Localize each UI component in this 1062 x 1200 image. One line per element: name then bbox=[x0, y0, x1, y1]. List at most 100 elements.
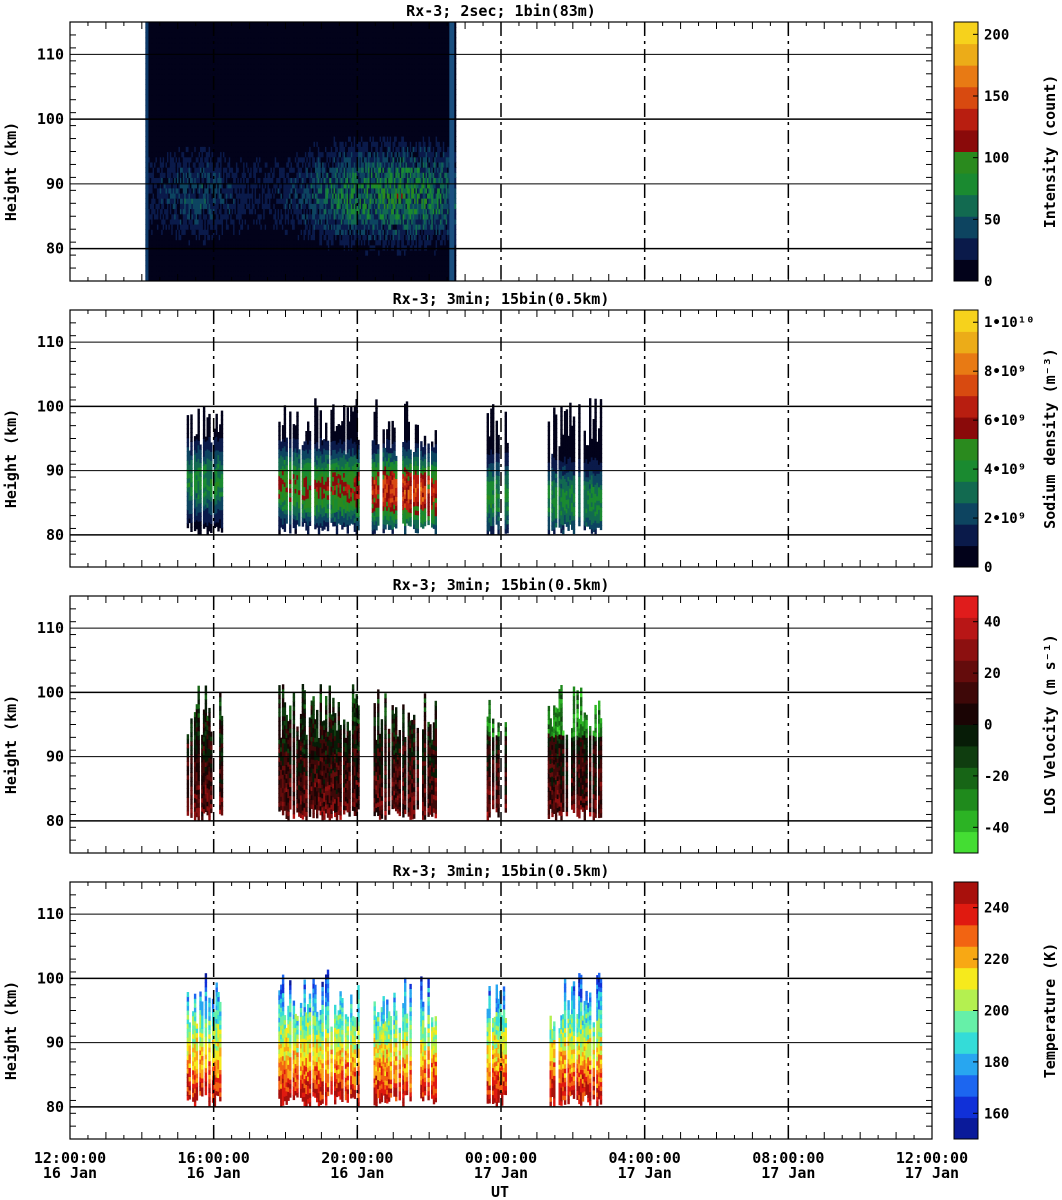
heatmap-cell bbox=[192, 141, 195, 147]
heatmap-cell bbox=[185, 27, 188, 33]
heatmap-cell bbox=[276, 239, 279, 246]
heatmap-cell bbox=[223, 270, 225, 277]
heatmap-cell bbox=[168, 177, 171, 184]
heatmap-cell bbox=[215, 136, 218, 142]
heatmap-cell bbox=[221, 208, 224, 215]
heatmap-cell bbox=[215, 89, 218, 96]
heatmap-cell bbox=[152, 125, 155, 132]
heatmap-cell bbox=[267, 172, 270, 178]
heatmap-cell bbox=[283, 224, 286, 230]
heatmap-cell bbox=[148, 130, 151, 137]
heatmap-cell bbox=[241, 58, 244, 65]
heatmap-cell bbox=[224, 146, 227, 153]
heatmap-cell bbox=[228, 94, 231, 101]
heatmap-cell bbox=[217, 270, 220, 277]
heatmap-cell bbox=[234, 68, 237, 75]
heatmap-cell bbox=[230, 208, 233, 215]
heatmap-cell bbox=[223, 244, 225, 251]
heatmap-cell bbox=[210, 99, 213, 106]
heatmap-cell bbox=[277, 136, 280, 142]
heatmap-cell bbox=[224, 224, 227, 230]
heatmap-cell bbox=[158, 63, 161, 70]
heatmap-cell bbox=[244, 187, 247, 194]
heatmap-cell bbox=[244, 229, 247, 235]
heatmap-cell bbox=[158, 32, 161, 39]
heatmap-cell bbox=[205, 177, 208, 184]
heatmap-cell bbox=[159, 265, 162, 272]
heatmap-cell bbox=[240, 208, 243, 215]
heatmap-cell bbox=[261, 58, 264, 65]
heatmap-cell bbox=[181, 265, 184, 272]
heatmap-cell bbox=[190, 99, 192, 106]
heatmap-cell bbox=[211, 182, 214, 189]
heatmap-cell bbox=[225, 275, 228, 281]
heatmap-cell bbox=[191, 130, 194, 137]
heatmap-cell bbox=[154, 270, 156, 277]
heatmap-cell bbox=[264, 47, 267, 54]
heatmap-cell bbox=[233, 192, 236, 199]
heatmap-cell bbox=[227, 192, 230, 199]
heatmap-cell bbox=[175, 187, 178, 194]
heatmap-cell bbox=[185, 47, 188, 54]
heatmap-cell bbox=[281, 22, 284, 28]
heatmap-cell bbox=[253, 42, 256, 49]
heatmap-cell bbox=[283, 239, 286, 246]
heatmap-cell bbox=[273, 260, 276, 267]
heatmap-cell bbox=[217, 151, 220, 158]
heatmap-cell bbox=[218, 161, 221, 168]
heatmap-cell bbox=[174, 172, 177, 178]
heatmap-cell bbox=[182, 63, 185, 70]
heatmap-cell bbox=[159, 104, 162, 111]
heatmap-cell bbox=[279, 218, 281, 225]
heatmap-cell bbox=[267, 260, 270, 267]
heatmap-cell bbox=[161, 115, 164, 121]
heatmap-cell bbox=[234, 151, 237, 158]
heatmap-cell bbox=[241, 104, 244, 111]
heatmap-cell bbox=[171, 203, 174, 210]
heatmap-cell bbox=[182, 120, 185, 127]
heatmap-cell bbox=[267, 275, 270, 281]
heatmap-cell bbox=[280, 270, 283, 277]
heatmap-cell bbox=[218, 265, 221, 272]
heatmap-cell bbox=[172, 130, 175, 137]
heatmap-cell bbox=[257, 265, 260, 272]
heatmap-cell bbox=[281, 47, 284, 54]
heatmap-cell bbox=[256, 172, 258, 178]
heatmap-cell bbox=[267, 79, 270, 85]
heatmap-cell bbox=[266, 79, 269, 85]
heatmap-cell bbox=[174, 79, 177, 85]
heatmap-cell bbox=[276, 47, 279, 54]
heatmap-cell bbox=[218, 203, 221, 210]
heatmap-cell bbox=[279, 73, 281, 80]
heatmap-cell bbox=[254, 53, 257, 59]
heatmap-cell bbox=[241, 260, 244, 267]
heatmap-cell bbox=[233, 63, 236, 70]
heatmap-cell bbox=[192, 213, 195, 220]
heatmap-cell bbox=[269, 63, 271, 70]
heatmap-cell bbox=[253, 203, 256, 210]
heatmap-cell bbox=[264, 177, 267, 184]
heatmap-cell bbox=[179, 255, 182, 261]
heatmap-cell bbox=[256, 249, 258, 256]
heatmap-cell bbox=[224, 99, 227, 106]
heatmap-cell bbox=[162, 151, 165, 158]
heatmap-cell bbox=[261, 125, 264, 132]
heatmap-cell bbox=[184, 249, 187, 256]
heatmap-cell bbox=[195, 260, 198, 267]
heatmap-cell bbox=[274, 255, 277, 261]
heatmap-cell bbox=[161, 32, 164, 39]
heatmap-cell bbox=[266, 58, 269, 65]
heatmap-cell bbox=[211, 255, 214, 261]
heatmap-cell bbox=[159, 99, 162, 106]
heatmap-cell bbox=[155, 79, 158, 85]
heatmap-cell bbox=[191, 63, 194, 70]
heatmap-cell bbox=[148, 213, 151, 220]
heatmap-cell bbox=[178, 213, 181, 220]
heatmap-cell bbox=[246, 182, 248, 189]
heatmap-cell bbox=[162, 255, 165, 261]
heatmap-cell bbox=[231, 32, 234, 39]
heatmap-cell bbox=[244, 84, 247, 90]
heatmap-cell bbox=[257, 239, 260, 246]
heatmap-cell bbox=[263, 156, 266, 163]
heatmap-cell bbox=[211, 73, 214, 80]
